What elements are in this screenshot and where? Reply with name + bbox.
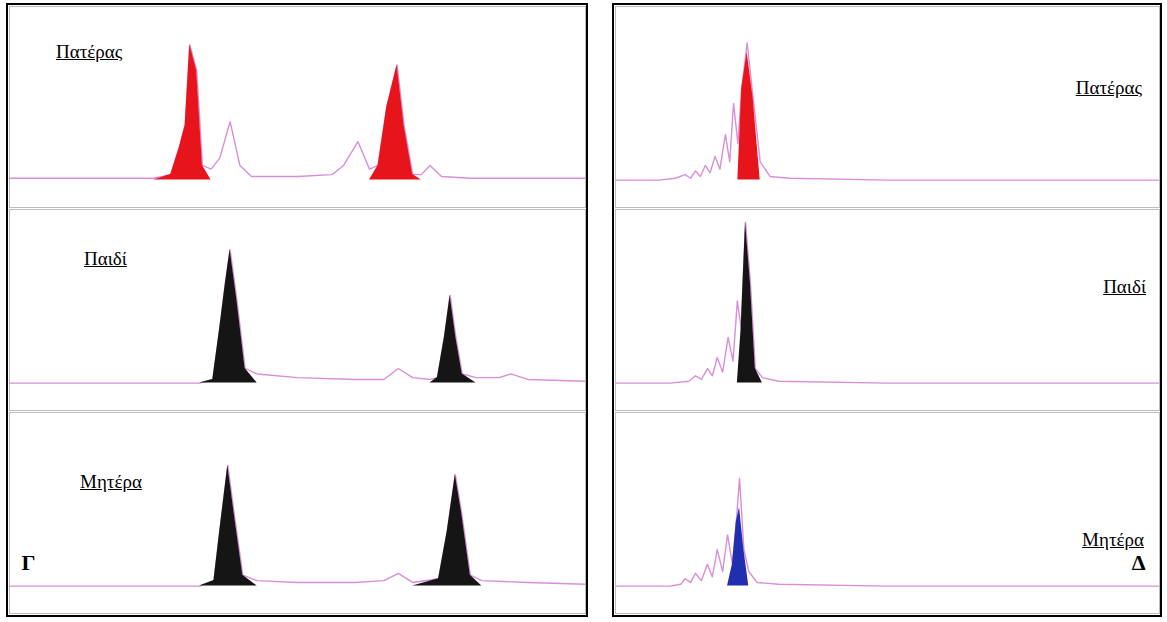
html-text:Μητέρα: Μητέρα (80, 471, 142, 492)
html-text:Πατέρας: Πατέρας (56, 41, 123, 62)
html-text:Παιδί: Παιδί (84, 248, 127, 269)
html-text:Παιδί: Παιδί (1103, 276, 1146, 297)
svg-text:Δ: Δ (1132, 550, 1146, 575)
html-text:Μητέρα: Μητέρα (1082, 529, 1144, 550)
svg-text:Γ: Γ (22, 550, 36, 575)
html-text:Πατέρας: Πατέρας (1075, 77, 1142, 98)
